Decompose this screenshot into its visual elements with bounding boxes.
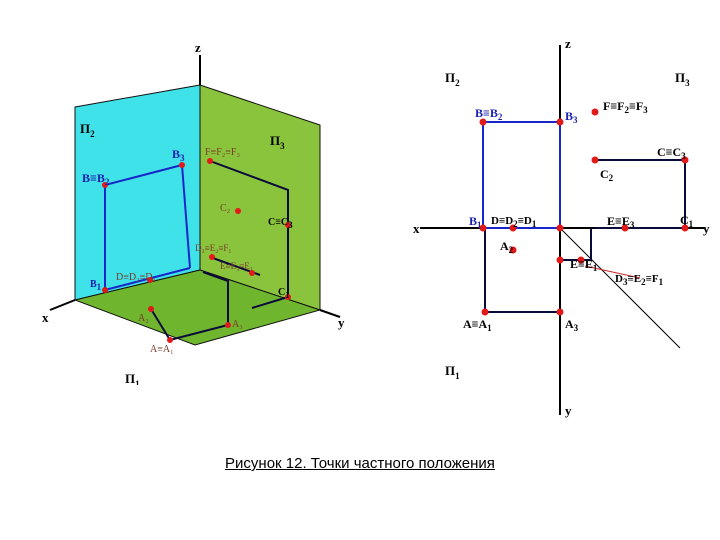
- r-b1: B1: [469, 214, 482, 230]
- axis-z: z: [195, 40, 201, 55]
- pt-f: F≡F₂≡F₃: [205, 147, 240, 158]
- pt-a2: A₂: [138, 313, 149, 324]
- r-bb2: B≡B2: [475, 106, 503, 122]
- axis-z: z: [565, 36, 571, 51]
- r-f: F≡F2≡F3: [603, 99, 648, 115]
- r-cc3: C≡C3: [657, 145, 686, 161]
- plane-label-p2-r: П2: [445, 70, 460, 88]
- pt-ee3e1: E≡E₃≡E₁: [220, 261, 253, 271]
- r-b3: B3: [565, 109, 578, 125]
- axis-y-right: y: [703, 221, 710, 236]
- r-a3: A3: [565, 317, 579, 333]
- r-ee1: E≡E1: [570, 257, 598, 273]
- pt-c2: C₂: [220, 203, 230, 214]
- pt-d3e2f1: D₃≡E₂≡F₁: [195, 243, 232, 253]
- r-d3e2f1: D3≡E2≡F1: [615, 273, 664, 287]
- r-d: D≡D2≡D1: [491, 215, 537, 229]
- r-c2: C2: [600, 167, 614, 183]
- axis-y-down: y: [565, 403, 572, 418]
- left-diagram: z x y П2 П3 П1 B≡B2 B3 F≡F₂≡F₃ C₂ C≡C3 B…: [20, 25, 360, 385]
- axis-x: x: [42, 310, 49, 325]
- r-aa1: A≡A1: [463, 317, 492, 333]
- plane-label-p1: П1: [125, 371, 140, 385]
- plane-label-p3-r: П3: [675, 70, 690, 88]
- r-c1: C1: [680, 213, 694, 229]
- right-diagram: z x y y П2 П3 П1 B≡B2 B3 F≡F2≡F3 C2 C≡C3…: [385, 20, 715, 440]
- axis-x: x: [413, 221, 420, 236]
- axis-y: y: [338, 315, 345, 330]
- r-ee3: E≡E3: [607, 214, 635, 230]
- pt-aa1: A≡A₁: [150, 344, 174, 355]
- plane-p2: [75, 85, 200, 300]
- plane-label-p1-r: П1: [445, 363, 460, 381]
- pt-d: D≡D₂≡D₁: [116, 272, 156, 283]
- pt-a3: A₃: [232, 319, 243, 330]
- r-a2: A2: [500, 239, 514, 255]
- figure-caption: Рисунок 12. Точки частного положения: [0, 455, 720, 472]
